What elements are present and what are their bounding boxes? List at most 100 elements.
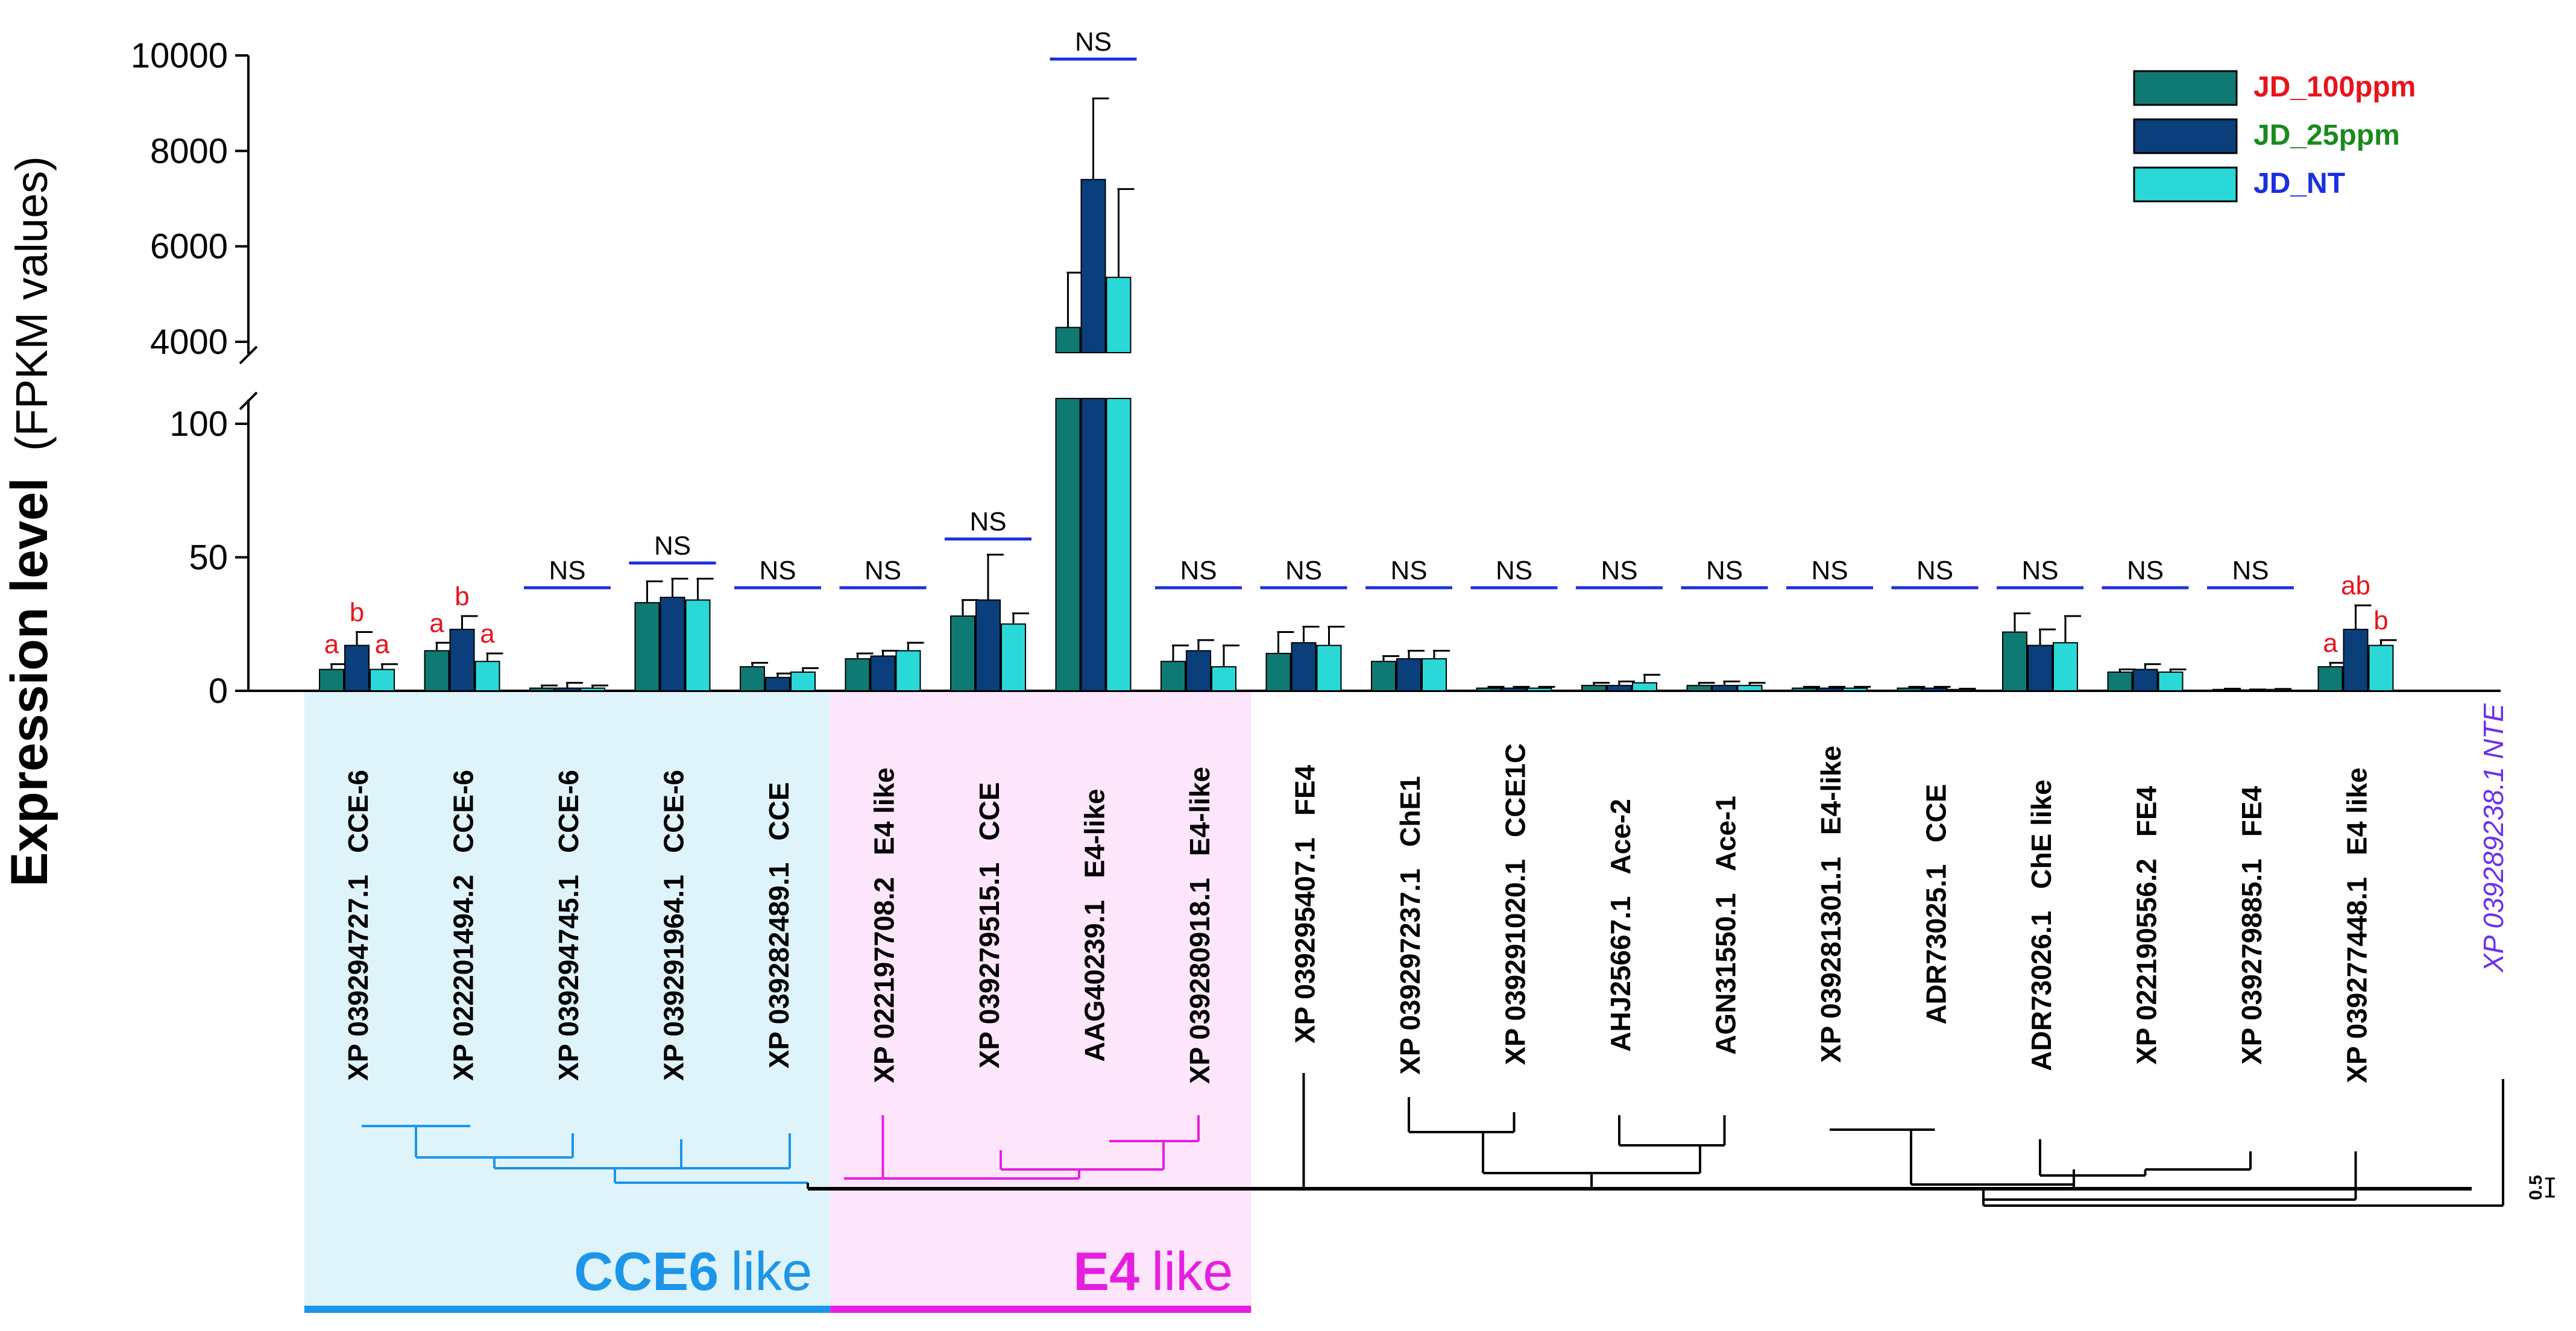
category-gene-name: CCE-6 (342, 770, 374, 853)
category-accession: ADR73025.1 (1921, 864, 1952, 1025)
y-tick-label: 0 (209, 672, 228, 711)
significance-letter: a (324, 630, 339, 659)
category-accession: XP 039295407.1 (1290, 837, 1321, 1043)
bar (895, 650, 921, 692)
bar (2053, 642, 2078, 692)
bar (1106, 277, 1132, 353)
clade-label-bold: E4 (1073, 1242, 1139, 1302)
category-accession: XP 022201494.2 (448, 875, 479, 1081)
ns-label: NS (1390, 556, 1427, 585)
category-gene-name: ChE1 (1394, 776, 1426, 847)
y-tick-label: 50 (189, 538, 228, 577)
bar (1737, 685, 1763, 692)
category-gene-name: E4-like (1184, 767, 1215, 856)
significance-letter: b (2373, 606, 2388, 635)
category-gene-name: CCE-6 (658, 770, 690, 853)
ns-label: NS (759, 556, 796, 585)
clade-background (304, 692, 831, 1306)
category-accession: AHJ25667.1 (1605, 896, 1636, 1051)
clade-underline (304, 1306, 831, 1313)
category-accession: XP 039297237.1 (1394, 869, 1426, 1075)
category-gene-name: FE4 (2236, 785, 2267, 837)
bar (1211, 666, 1236, 692)
bar (1160, 661, 1186, 692)
category-accession: XP 022197708.2 (869, 877, 900, 1083)
category-label: XP 039277448.1 E4 like (2341, 767, 2373, 1083)
bar (449, 629, 475, 691)
bar (634, 602, 660, 691)
bar (474, 661, 500, 692)
y-tick-label: 10000 (131, 36, 228, 75)
y-tick-label: 8000 (150, 131, 228, 171)
bar (1632, 682, 1657, 691)
category-label: ADR73026.1 ChE like (2026, 779, 2057, 1071)
ns-label: NS (1916, 556, 1953, 585)
clade-background (830, 692, 1252, 1306)
category-label: XP 039280918.1 E4-like (1184, 767, 1215, 1084)
category-gene-name: CCE-6 (553, 770, 584, 853)
bar (1792, 687, 1817, 691)
significance-letter: a (2323, 628, 2338, 658)
category-accession: XP 039291964.1 (658, 875, 690, 1081)
bar (790, 671, 816, 691)
category-accession: XP 039280918.1 (1184, 878, 1215, 1084)
category-label: ADR73025.1 CCE (1921, 784, 1952, 1024)
category-gene-name: E4-like (1079, 789, 1110, 878)
bar (1526, 687, 1552, 691)
clade-label: E4 like (1073, 1242, 1233, 1302)
bar (1712, 685, 1737, 692)
category-accession: AAG40239.1 (1079, 900, 1110, 1062)
category-label-text: XP 039279515.1 CCE (974, 782, 1005, 1068)
category-label-text: XP 022201494.2 CCE-6 (448, 770, 479, 1081)
bar (765, 676, 790, 691)
bar (1842, 687, 1868, 691)
scale-bar-label: 0.5 (2526, 1175, 2546, 1200)
category-gene-name: E4 like (869, 767, 900, 855)
legend-label: JD_100ppm (2253, 71, 2416, 103)
ns-label: NS (654, 531, 691, 561)
category-gene-name: CCE (974, 782, 1005, 840)
bar (2002, 631, 2027, 692)
ns-label: NS (1706, 556, 1743, 585)
category-label-text: XP 039294727.1 CCE-6 (342, 770, 374, 1081)
scale-bar-text: 0.5 (2526, 1175, 2546, 1200)
bar (2132, 669, 2158, 692)
bar (370, 669, 395, 692)
bar (1106, 398, 1132, 691)
category-gene-name: ChE like (2026, 779, 2057, 889)
bar (2158, 671, 2184, 691)
significance-letter: a (375, 630, 390, 659)
ns-label: NS (2232, 556, 2269, 585)
significance-letter: ab (2341, 571, 2370, 600)
category-label: XP 022201494.2 CCE-6 (448, 770, 479, 1081)
bar (1080, 178, 1106, 353)
bar (1055, 327, 1081, 353)
bar (1501, 687, 1527, 691)
category-accession: AGN31550.1 (1710, 893, 1742, 1055)
legend-swatch (2133, 70, 2238, 106)
ns-label: NS (1601, 556, 1637, 585)
category-accession: XP 039291020.1 (1500, 859, 1531, 1065)
category-accession: XP 039281301.1 (1815, 857, 1847, 1063)
bar (870, 655, 896, 692)
significance-letter: a (429, 608, 444, 638)
bar (845, 658, 871, 691)
bar (2368, 644, 2394, 691)
category-label-text: ADR73025.1 CCE (1921, 784, 1952, 1024)
axis-break-mark (239, 345, 258, 365)
bar (424, 650, 450, 692)
legend-swatch (2133, 166, 2238, 203)
category-label: XP 039297237.1 ChE1 (1394, 776, 1426, 1075)
category-label-text: XP 039280918.1 E4-like (1184, 767, 1215, 1084)
y-tick-label: 100 (169, 404, 228, 444)
bar (1686, 685, 1712, 692)
bar (1897, 687, 1923, 691)
category-label-text: AAG40239.1 E4-like (1079, 789, 1110, 1062)
significance-letter: b (455, 582, 469, 611)
ns-label: NS (1285, 556, 1322, 585)
category-label-text: AHJ25667.1 Ace-2 (1605, 799, 1636, 1052)
category-gene-name: CCE (763, 782, 795, 840)
category-label-text: XP 039282489.1 CCE (763, 782, 795, 1068)
category-label: XP 039281301.1 E4-like (1815, 746, 1847, 1063)
